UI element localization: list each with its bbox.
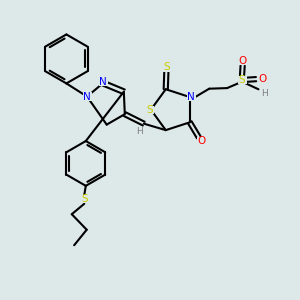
Bar [187,93,196,101]
Bar [197,137,205,145]
Bar [238,76,247,84]
Bar [80,195,89,203]
Text: N: N [188,92,195,102]
Bar [258,75,266,83]
Bar [82,92,91,101]
Bar [99,77,108,86]
Text: S: S [146,105,153,115]
Text: N: N [99,76,107,87]
Bar [162,63,171,72]
Text: S: S [163,62,170,72]
Bar [261,91,268,97]
Text: O: O [258,74,266,84]
Text: O: O [238,56,247,66]
Bar [136,128,142,134]
Text: H: H [261,89,268,98]
Text: S: S [239,75,245,85]
Text: N: N [83,92,91,102]
Text: S: S [81,194,88,204]
Bar [238,57,247,64]
Bar [145,106,154,114]
Text: O: O [197,136,205,146]
Text: H: H [136,127,143,136]
